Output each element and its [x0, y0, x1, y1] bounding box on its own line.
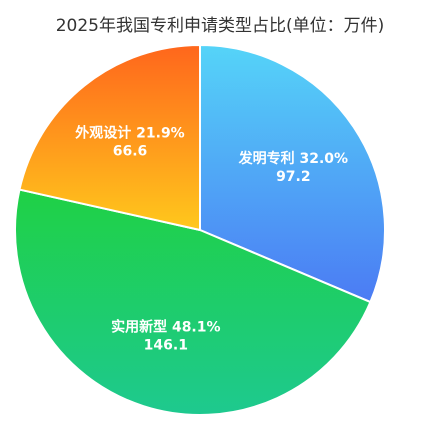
slice-name: 发明专利: [238, 150, 295, 167]
pie: [14, 43, 386, 416]
chart-title: 2025年我国专利申请类型占比(单位：万件): [56, 16, 385, 36]
slice-percent: 32.0%: [299, 151, 348, 167]
pie-slice: [14, 188, 372, 416]
slice-name: 外观设计: [75, 125, 131, 142]
slice-value: 66.6: [113, 144, 148, 160]
pie-slice: [18, 43, 201, 232]
slice-percent: 21.9%: [136, 126, 185, 142]
pie-slice: [199, 43, 386, 304]
slice-percent: 48.1%: [172, 320, 221, 336]
slice-label: 发明专利 32.0%: [238, 150, 348, 167]
labels: 发明专利 32.0% 97.2 实用新型 48.1% 146.1 外观设计 21.9% 6…: [75, 125, 348, 354]
slice-label: 实用新型 48.1%: [111, 319, 220, 336]
slice-label: 外观设计 21.9%: [75, 125, 184, 142]
slice-name: 实用新型: [111, 319, 167, 336]
slice-value: 146.1: [144, 338, 188, 354]
slice-value: 97.2: [276, 169, 311, 185]
